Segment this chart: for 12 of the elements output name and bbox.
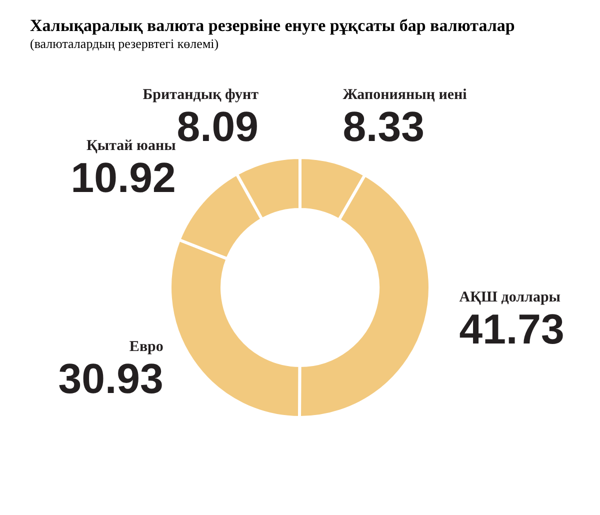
- data-label: 8.33: [342, 103, 424, 150]
- data-label: 10.92: [70, 154, 176, 201]
- chart-subtitle: (валюталардың резервтегі көлемі): [30, 36, 219, 51]
- slice-label: Евро: [129, 339, 164, 356]
- data-label: 41.73: [459, 305, 564, 352]
- slice-label: АҚШ доллары: [459, 289, 561, 306]
- data-label: 8.09: [176, 102, 259, 150]
- data-label: 30.93: [58, 355, 164, 402]
- slice-label: Қытай юаны: [86, 138, 176, 154]
- slice-label: Британдық фунт: [142, 86, 260, 103]
- chart-title: Халықаралық валюта резервіне енуге рұқсаты бар валюталар: [30, 16, 515, 35]
- slice-label: Жапонияның иені: [342, 87, 467, 104]
